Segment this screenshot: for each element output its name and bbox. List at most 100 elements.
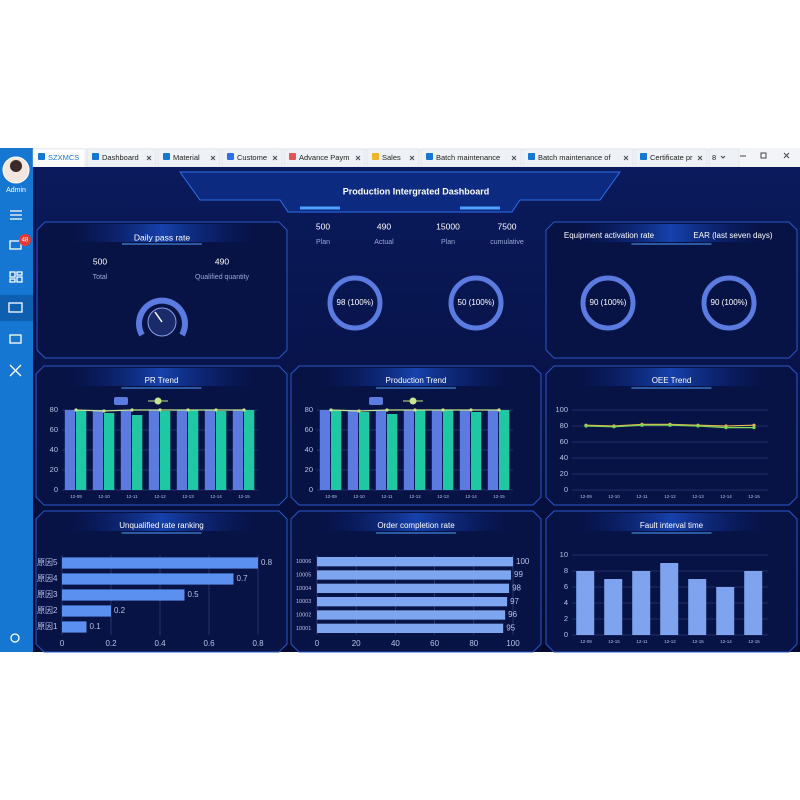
legend-swatch[interactable] <box>154 397 162 405</box>
bar <box>604 579 623 635</box>
tab-close[interactable] <box>272 155 278 161</box>
tab-close[interactable] <box>623 155 629 161</box>
stat-value: 15000 <box>436 221 460 231</box>
x-tick-label: 12-14 <box>720 639 732 644</box>
mail-icon[interactable] <box>9 334 22 344</box>
point <box>357 409 361 413</box>
bar <box>660 563 679 635</box>
point <box>413 408 417 412</box>
x-tick-label: 12-13 <box>692 494 704 499</box>
bar <box>104 413 115 490</box>
tab-dropdown[interactable] <box>720 155 726 159</box>
tab-close[interactable] <box>511 155 517 161</box>
x-tick-label: 12-12 <box>409 494 421 499</box>
window-controls <box>740 152 790 159</box>
y-tick-label: 10003 <box>296 599 311 605</box>
tab-close[interactable] <box>697 155 703 161</box>
chart-title: PR Trend <box>145 376 179 385</box>
badge-count: 48 <box>22 238 29 244</box>
sidebar-active <box>0 295 33 321</box>
bar <box>62 573 234 585</box>
panel-header <box>576 368 767 386</box>
x-tick-label: 60 <box>430 639 439 648</box>
menu-icon[interactable] <box>10 210 22 220</box>
bar <box>632 571 651 635</box>
value-label: 99 <box>514 570 523 579</box>
y-tick-label: 80 <box>305 405 313 414</box>
bar <box>244 410 255 490</box>
tab-label: Dashboard <box>102 153 139 162</box>
x-tick-label: 0 <box>60 639 65 648</box>
legend-swatch[interactable] <box>409 397 417 405</box>
y-tick-label: 60 <box>305 425 313 434</box>
message-icon[interactable] <box>9 240 22 250</box>
y-tick-label: 40 <box>50 445 58 454</box>
y-tick-label: 10 <box>560 550 568 559</box>
point <box>640 423 644 427</box>
bar <box>92 410 104 490</box>
y-tick-label: 0 <box>309 485 313 494</box>
tab-icon <box>640 153 647 160</box>
y-tick-label: 60 <box>50 425 58 434</box>
tab-close[interactable] <box>210 155 216 161</box>
point <box>214 408 218 412</box>
maximize[interactable] <box>760 152 767 159</box>
panel-title: Daily pass rate <box>134 232 190 242</box>
close[interactable] <box>783 152 790 159</box>
tab-close[interactable] <box>146 155 152 161</box>
tab-icon <box>372 153 379 160</box>
panel-title: Equipment activation rate <box>564 231 655 240</box>
y-tick-label: 原因3 <box>37 590 58 599</box>
y-tick-label: 100 <box>555 405 568 414</box>
tab-label: Material <box>173 153 200 162</box>
chart-title: Fault interval time <box>640 521 704 530</box>
tab-label: Batch maintenance <box>436 153 500 162</box>
x-tick-label: 12-11 <box>636 639 648 644</box>
bar <box>375 410 387 490</box>
bar <box>132 415 143 490</box>
bar <box>62 621 87 633</box>
stat-label: Plan <box>316 239 330 246</box>
y-tick-label: 0 <box>564 485 568 494</box>
bar <box>431 410 443 490</box>
bar <box>148 410 160 490</box>
tab-close[interactable] <box>355 155 361 161</box>
stat-label: Actual <box>374 239 394 246</box>
badge <box>19 234 31 246</box>
y-tick-label: 0 <box>564 630 568 639</box>
y-tick-label: 原因4 <box>37 574 58 583</box>
bar <box>443 410 454 490</box>
tools-icon[interactable] <box>9 364 22 377</box>
stat-value: 490 <box>215 256 229 266</box>
x-tick-label: 0.4 <box>154 639 166 648</box>
bar <box>716 587 735 635</box>
bar <box>459 410 471 490</box>
x-tick-label: 12-09 <box>325 494 337 499</box>
point <box>74 408 78 412</box>
x-tick-label: 12-11 <box>126 494 138 499</box>
tab-icon <box>38 153 45 160</box>
panel-subtitle: EAR (last seven days) <box>693 231 772 240</box>
bar <box>487 410 499 490</box>
point <box>584 424 588 428</box>
bar <box>415 410 426 490</box>
tab-close[interactable] <box>409 155 415 161</box>
legend-swatch[interactable] <box>114 397 128 405</box>
ring-label: 98 (100%) <box>337 298 374 307</box>
x-tick-label: 12-09 <box>70 494 82 499</box>
bar <box>62 557 258 569</box>
x-tick-label: 12-10 <box>98 494 110 499</box>
grid-icon[interactable] <box>9 271 23 283</box>
y-tick-label: 6 <box>564 582 568 591</box>
value-label: 0.5 <box>188 590 200 599</box>
bar <box>317 557 513 567</box>
stat-value: 500 <box>316 221 330 231</box>
x-tick-label: 100 <box>506 639 520 648</box>
legend-swatch[interactable] <box>369 397 383 405</box>
point <box>469 408 473 412</box>
y-tick-label: 4 <box>564 598 568 607</box>
x-tick-label: 12-15 <box>748 639 760 644</box>
settings-icon[interactable] <box>10 633 20 643</box>
tab-icon <box>289 153 296 160</box>
